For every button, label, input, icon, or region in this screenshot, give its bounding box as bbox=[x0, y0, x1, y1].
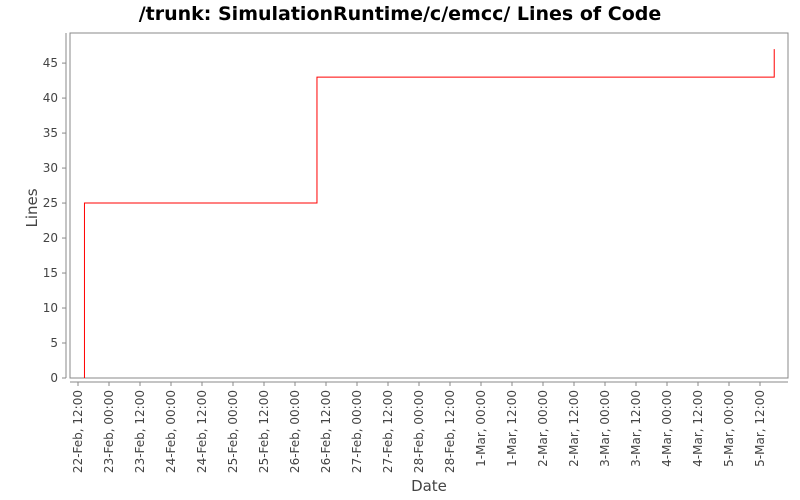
y-tick-label: 5 bbox=[50, 336, 58, 350]
x-axis-label: Date bbox=[411, 477, 447, 495]
x-tick-label: 24-Feb, 12:00 bbox=[195, 390, 209, 473]
x-tick-label: 1-Mar, 00:00 bbox=[474, 390, 488, 467]
x-tick-label: 25-Feb, 00:00 bbox=[226, 390, 240, 473]
y-tick-label: 30 bbox=[43, 161, 58, 175]
x-tick-label: 24-Feb, 00:00 bbox=[164, 390, 178, 473]
y-tick-label: 45 bbox=[43, 56, 58, 70]
x-tick-label: 5-Mar, 12:00 bbox=[753, 390, 767, 467]
x-tick-label: 28-Feb, 12:00 bbox=[443, 390, 457, 473]
x-tick-label: 2-Mar, 12:00 bbox=[567, 390, 581, 467]
x-tick-label: 1-Mar, 12:00 bbox=[505, 390, 519, 467]
y-tick-label: 15 bbox=[43, 266, 58, 280]
chart-title: /trunk: SimulationRuntime/c/emcc/ Lines … bbox=[139, 3, 662, 25]
y-tick-label: 20 bbox=[43, 231, 58, 245]
y-tick-label: 40 bbox=[43, 91, 58, 105]
y-tick-label: 0 bbox=[50, 371, 58, 385]
x-tick-label: 26-Feb, 12:00 bbox=[319, 390, 333, 473]
y-tick-label: 25 bbox=[43, 196, 58, 210]
x-tick-label: 25-Feb, 12:00 bbox=[257, 390, 271, 473]
plot-area bbox=[69, 32, 789, 379]
x-tick-label: 27-Feb, 12:00 bbox=[381, 390, 395, 473]
x-tick-label: 3-Mar, 12:00 bbox=[629, 390, 643, 467]
series-line bbox=[83, 49, 775, 378]
x-tick-label: 23-Feb, 12:00 bbox=[133, 390, 147, 473]
x-tick-label: 22-Feb, 12:00 bbox=[71, 390, 85, 473]
x-tick-label: 2-Mar, 00:00 bbox=[536, 390, 550, 467]
x-tick-label: 23-Feb, 00:00 bbox=[102, 390, 116, 473]
y-tick-label: 35 bbox=[43, 126, 58, 140]
y-tick-label: 10 bbox=[43, 301, 58, 315]
x-tick-label: 27-Feb, 00:00 bbox=[350, 390, 364, 473]
x-tick-label: 3-Mar, 00:00 bbox=[598, 390, 612, 467]
x-tick-label: 4-Mar, 12:00 bbox=[691, 390, 705, 467]
x-tick-label: 4-Mar, 00:00 bbox=[660, 390, 674, 467]
x-tick-label: 5-Mar, 00:00 bbox=[722, 390, 736, 467]
y-axis-label: Lines bbox=[23, 188, 41, 227]
x-tick-label: 26-Feb, 00:00 bbox=[288, 390, 302, 473]
x-tick-label: 28-Feb, 00:00 bbox=[412, 390, 426, 473]
